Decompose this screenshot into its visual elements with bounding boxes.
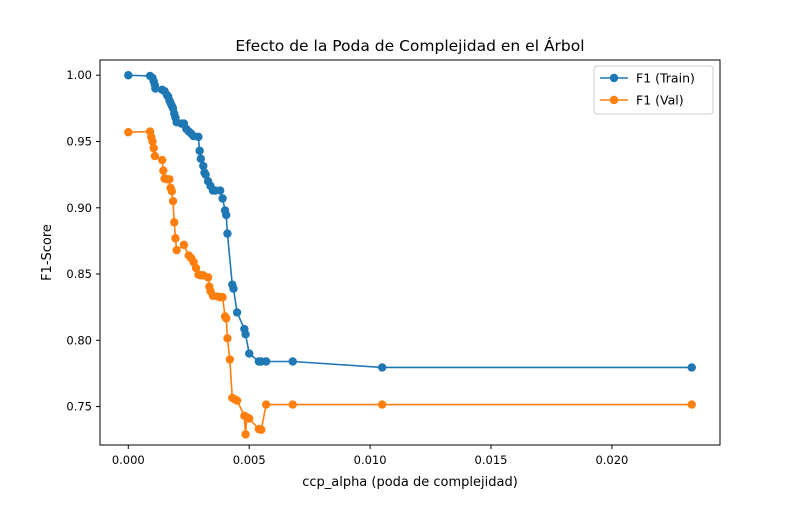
data-point-val [170,218,179,227]
x-tick-label: 0.005 [233,453,266,467]
data-point-train [687,363,696,372]
data-point-train [232,308,242,317]
data-point-train [195,146,204,155]
data-point-val [150,151,160,161]
data-point-val [124,128,133,137]
legend-item-train: F1 (Train) [600,71,695,86]
data-point-train [215,186,225,195]
y-tick-label: 1.00 [66,68,92,82]
data-point-val [203,273,213,282]
legend-label-train: F1 (Train) [636,71,695,86]
data-point-train [229,284,238,293]
y-tick-label: 0.90 [66,201,92,215]
data-point-train [199,161,208,171]
data-point-train [222,210,231,220]
data-point-val [288,400,297,409]
x-axis: 0.000 0.005 0.010 0.015 0.020 [112,445,628,467]
data-point-train [201,170,210,179]
data-point-val [687,400,696,409]
data-point-val [148,137,157,146]
x-tick-label: 0.010 [354,453,387,467]
data-point-train [261,357,271,366]
legend-marker-train [609,73,619,83]
x-axis-label: ccp_alpha (poda de complejidad) [302,475,518,490]
plot-frame [99,59,721,446]
data-point-val [149,143,158,153]
data-point-val [168,196,178,206]
y-tick-label: 0.85 [66,267,92,281]
data-point-val [179,240,189,250]
data-point-val [245,414,254,423]
chart-title: Efecto de la Poda de Complejidad en el Á… [235,36,584,55]
y-tick-label: 0.95 [66,135,92,149]
data-point-val [257,425,266,434]
data-point-train [245,349,254,358]
data-point-val [377,400,387,409]
data-point-val [261,400,271,409]
y-axis-label: F1-Score [40,224,55,281]
data-point-val [171,234,180,243]
legend-marker-val [609,95,619,105]
data-point-train [223,229,232,238]
data-point-val [222,314,231,323]
y-tick-label: 0.80 [66,333,92,347]
data-point-val [241,430,250,439]
data-point-train [124,71,133,80]
data-point-train [218,194,227,203]
data-point-train [196,154,206,163]
data-point-val [172,245,181,255]
data-point-val [225,355,235,364]
data-point-val [159,166,168,175]
data-point-val [157,155,167,165]
data-point-train [241,330,250,339]
series-val [124,127,696,439]
data-point-train [151,84,160,93]
data-point-train [288,357,297,366]
x-tick-label: 0.000 [112,453,145,467]
data-point-val [167,187,177,196]
x-tick-label: 0.020 [595,453,628,467]
legend: F1 (Train) F1 (Val) [593,65,714,115]
data-point-val [223,334,232,343]
data-point-val [232,396,242,405]
y-axis: 0.75 0.80 0.85 0.90 0.95 1.00 [66,68,100,414]
y-tick-label: 0.75 [66,400,92,414]
data-point-val [165,175,174,184]
data-point-val [218,293,227,302]
legend-item-val: F1 (Val) [600,93,684,108]
series-train [124,71,696,372]
data-point-val [191,263,201,273]
data-point-train [194,132,203,142]
x-tick-label: 0.015 [475,453,508,467]
data-point-train [377,363,387,372]
legend-label-val: F1 (Val) [636,93,684,108]
plot-area [124,71,696,439]
